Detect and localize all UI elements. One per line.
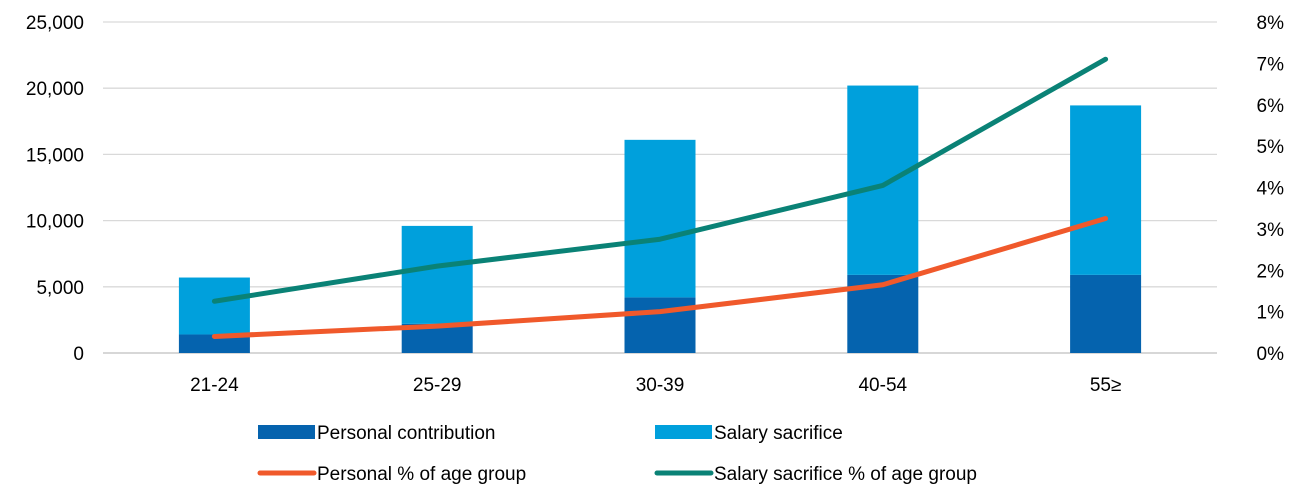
x-tick-label: 21-24: [190, 375, 239, 396]
y-left-tick-label: 25,000: [26, 13, 84, 34]
y-right-tick-label: 0%: [1257, 344, 1285, 365]
y-axis-right: 0% 1% 2% 3% 4% 5% 6% 7% 8%: [1257, 13, 1285, 365]
legend-item-personal-contribution: Personal contribution: [258, 423, 496, 444]
line-personal-percent: [211, 216, 1109, 339]
y-right-tick-label: 7%: [1257, 54, 1285, 75]
y-left-tick-label: 20,000: [26, 79, 84, 100]
bar-salary-sacrifice: [1070, 105, 1142, 275]
x-tick-label: 55≥: [1090, 375, 1122, 396]
y-right-tick-label: 8%: [1257, 13, 1285, 34]
bar-personal-contribution: [624, 297, 696, 353]
y-right-tick-label: 4%: [1257, 179, 1285, 200]
y-right-tick-label: 5%: [1257, 137, 1285, 158]
x-tick-label: 25-29: [413, 375, 462, 396]
y-right-tick-label: 6%: [1257, 96, 1285, 117]
legend-label: Personal contribution: [317, 423, 496, 444]
legend-label: Personal % of age group: [317, 464, 526, 485]
bar-salary-sacrifice: [401, 225, 473, 324]
legend: Personal contribution Salary sacrifice Per…: [257, 423, 977, 485]
legend-swatch: [258, 425, 315, 439]
legend-label: Salary sacrifice: [714, 423, 843, 444]
bar-salary-sacrifice: [624, 139, 696, 298]
bar-personal-contribution: [1070, 274, 1142, 353]
x-tick-label: 40-54: [858, 375, 907, 396]
y-left-tick-label: 15,000: [26, 145, 84, 166]
y-left-tick-label: 0: [73, 344, 84, 365]
y-right-tick-label: 3%: [1257, 220, 1285, 241]
y-left-tick-label: 10,000: [26, 212, 84, 233]
series-lines: [211, 56, 1109, 339]
y-right-tick-label: 1%: [1257, 303, 1285, 324]
legend-item-salary-sacrifice-percent: Salary sacrifice % of age group: [654, 464, 977, 485]
x-axis: 21-24 25-29 30-39 40-54 55≥: [190, 375, 1121, 396]
x-tick-label: 30-39: [636, 375, 685, 396]
legend-swatch: [655, 425, 712, 439]
legend-item-personal-percent: Personal % of age group: [257, 464, 526, 485]
bar-salary-sacrifice: [178, 277, 250, 335]
y-right-tick-label: 2%: [1257, 261, 1285, 282]
bar-personal-contribution: [178, 334, 250, 353]
legend-item-salary-sacrifice: Salary sacrifice: [655, 423, 843, 444]
legend-label: Salary sacrifice % of age group: [714, 464, 977, 485]
y-axis-left: 0 5,000 10,000 15,000 20,000 25,000: [26, 13, 84, 365]
line-salary-sacrifice-percent: [211, 56, 1109, 304]
y-left-tick-label: 5,000: [36, 278, 84, 299]
bar-salary-sacrifice: [847, 85, 919, 275]
